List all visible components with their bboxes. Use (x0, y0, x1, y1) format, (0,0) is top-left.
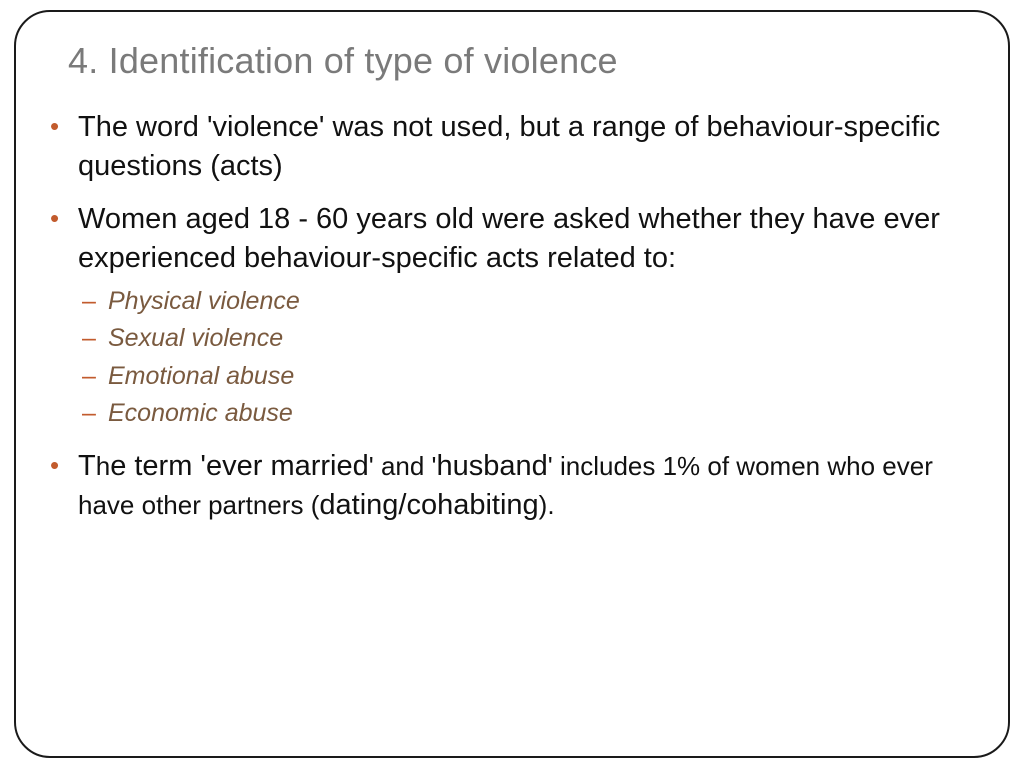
sub-item-physical: Physical violence (78, 283, 984, 321)
bullet-text: The word 'violence' was not used, but a … (78, 111, 940, 182)
sub-item-emotional: Emotional abuse (78, 358, 984, 396)
sub-text: Physical violence (108, 287, 300, 315)
bullet-text: The term 'ever married' and 'husband' in… (78, 450, 933, 521)
sub-item-sexual: Sexual violence (78, 320, 984, 358)
bullet-item-2: Women aged 18 - 60 years old were asked … (50, 200, 984, 432)
sub-text: Economic abuse (108, 399, 293, 427)
bullet-item-3: The term 'ever married' and 'husband' in… (50, 447, 984, 525)
bullet-item-1: The word 'violence' was not used, but a … (50, 108, 984, 186)
slide-title: 4. Identification of type of violence (68, 40, 984, 82)
sub-bullet-list: Physical violence Sexual violence Emotio… (78, 283, 984, 433)
sub-item-economic: Economic abuse (78, 395, 984, 433)
sub-text: Emotional abuse (108, 362, 294, 390)
sub-text: Sexual violence (108, 324, 283, 352)
bullet-text: Women aged 18 - 60 years old were asked … (78, 203, 940, 274)
slide-frame: 4. Identification of type of violence Th… (14, 10, 1010, 758)
main-bullet-list: The word 'violence' was not used, but a … (40, 108, 984, 525)
